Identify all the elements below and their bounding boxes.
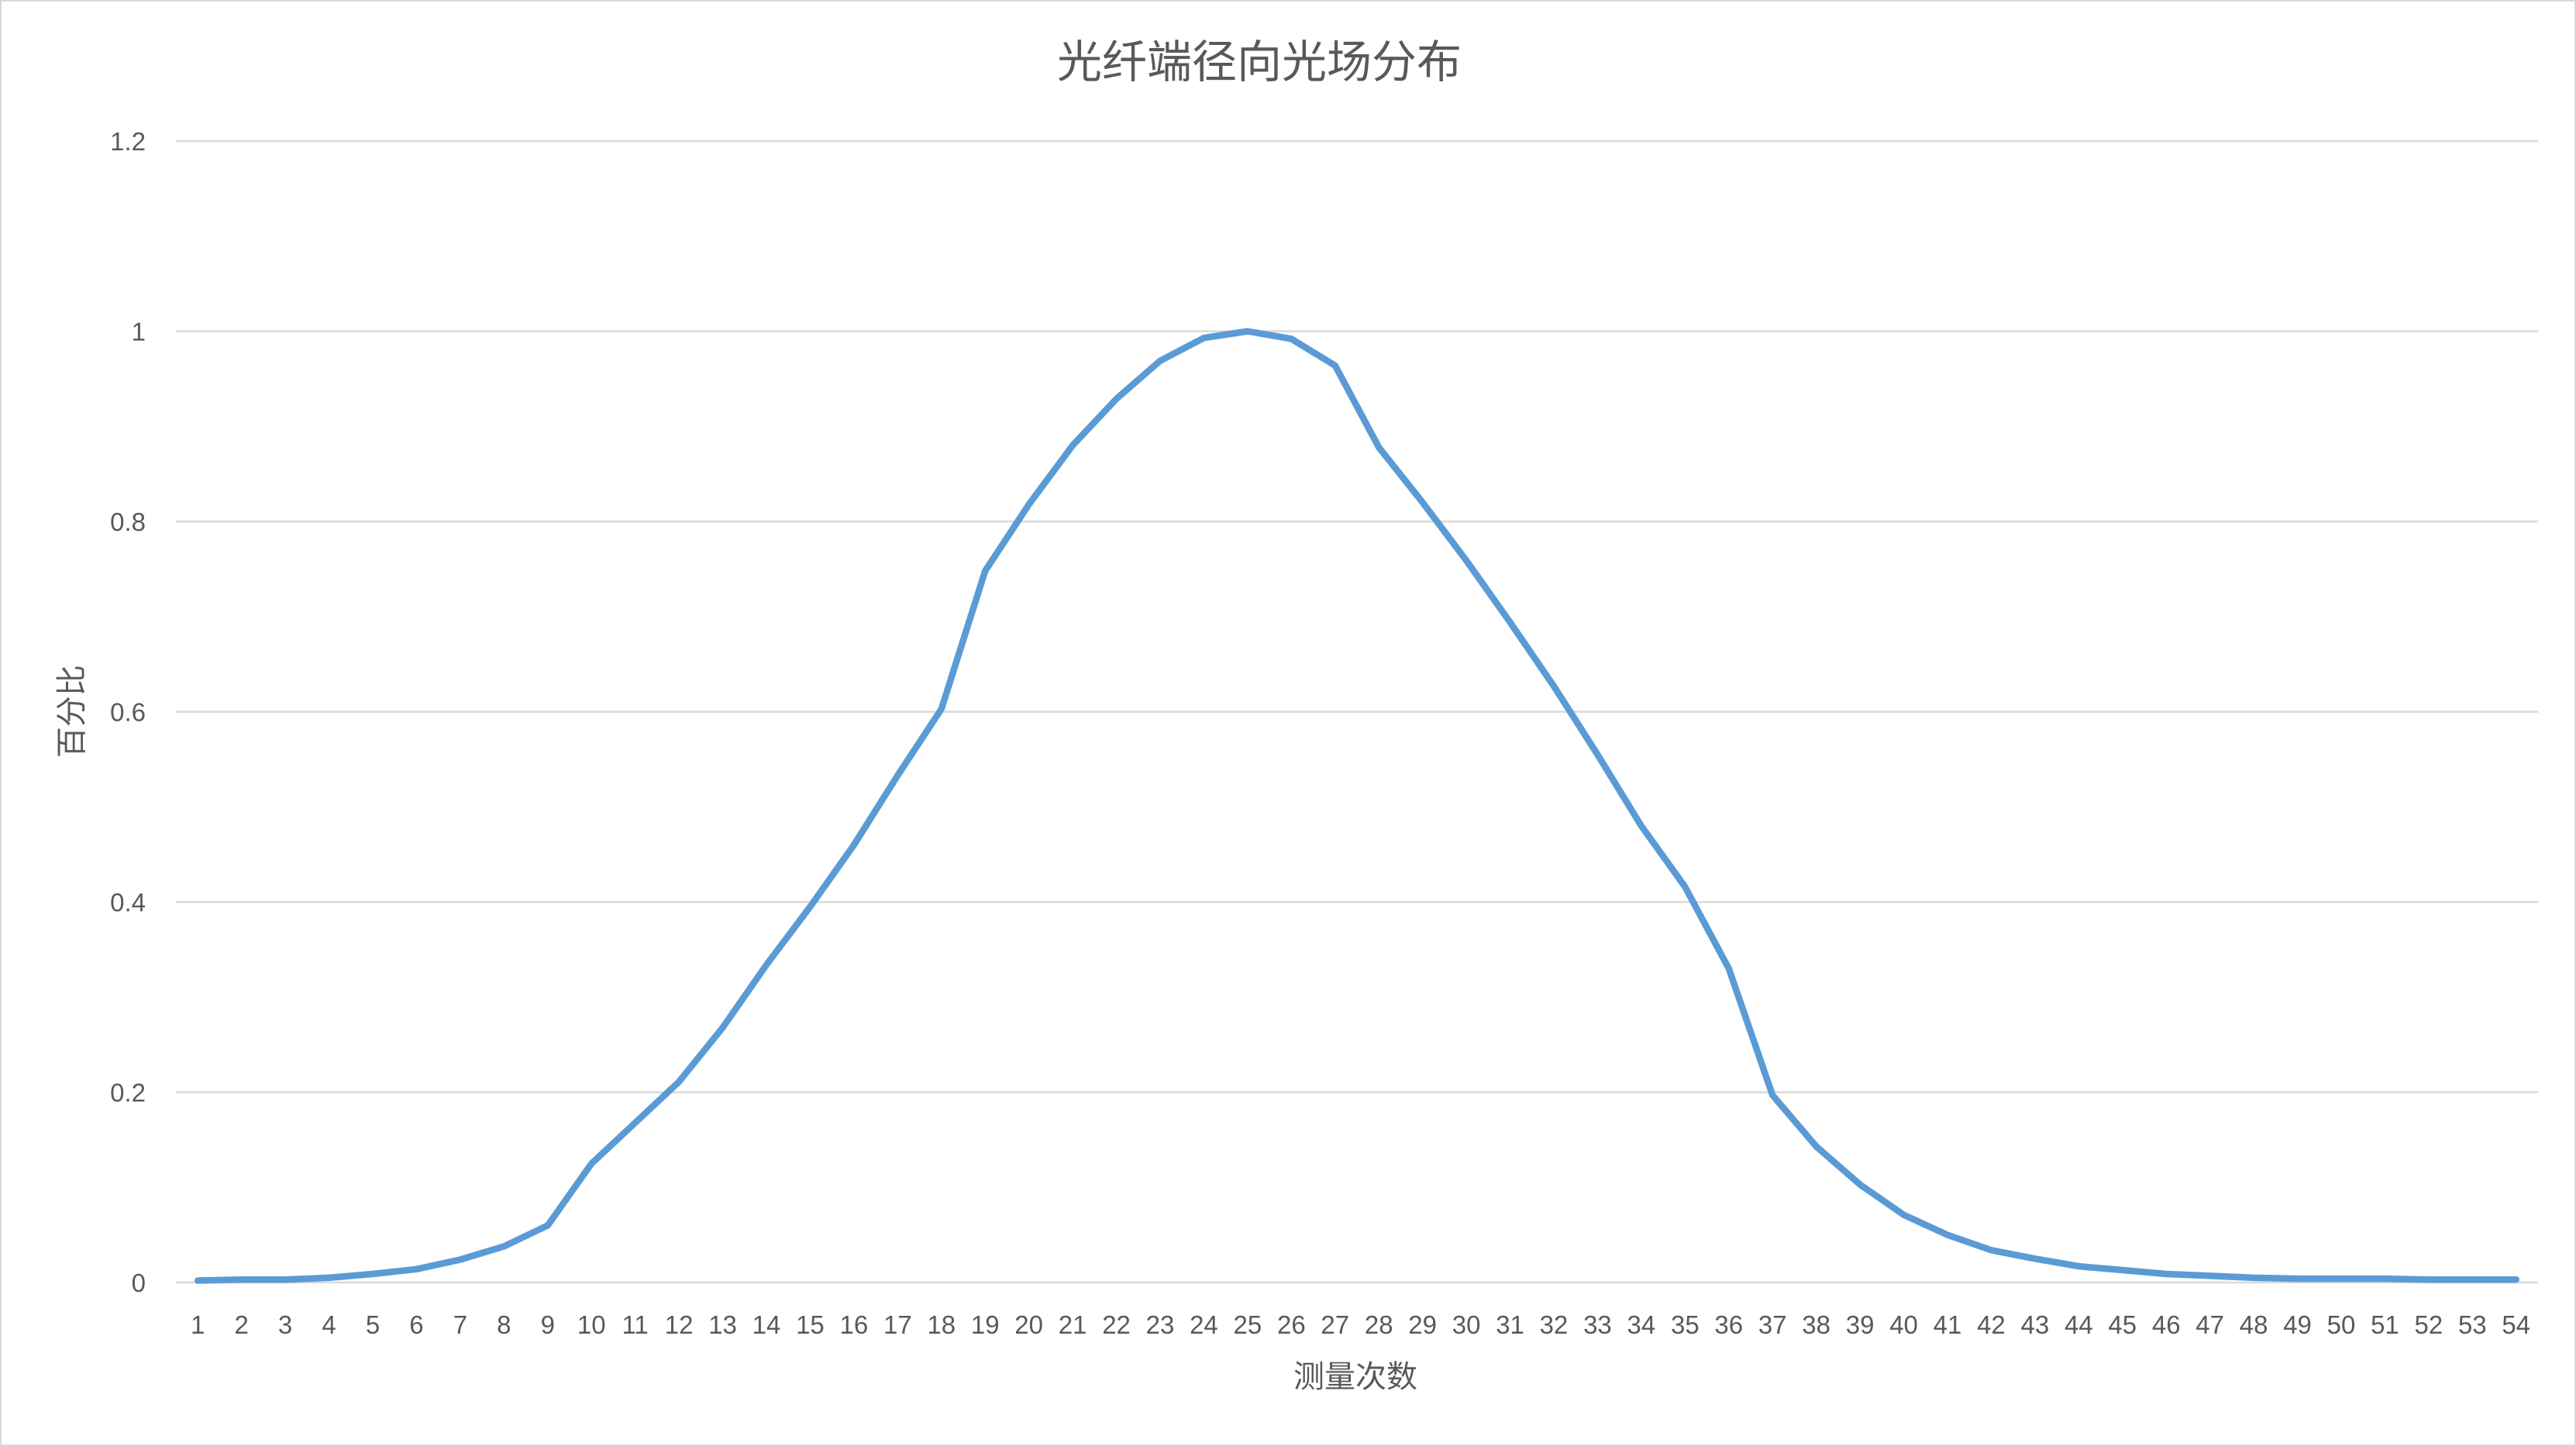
y-tick-label: 0.2 (110, 1079, 146, 1107)
x-tick-label: 42 (1977, 1310, 2006, 1339)
gridlines (176, 139, 2538, 1284)
x-tick-label: 51 (2371, 1310, 2399, 1339)
x-tick-label: 29 (1408, 1310, 1437, 1339)
x-tick-label: 19 (971, 1310, 1000, 1339)
chart-title: 光纤端径向光场分布 (1057, 36, 1462, 88)
x-tick-label: 38 (1802, 1310, 1830, 1339)
x-tick-label: 46 (2152, 1310, 2181, 1339)
x-tick-label: 6 (409, 1310, 423, 1339)
x-tick-label: 35 (1671, 1310, 1700, 1339)
x-tick-label: 28 (1365, 1310, 1393, 1339)
x-tick-label: 12 (665, 1310, 694, 1339)
x-tick-label: 27 (1321, 1310, 1349, 1339)
series-line (194, 328, 2520, 1284)
x-tick-label: 52 (2415, 1310, 2443, 1339)
x-tick-label: 44 (2065, 1310, 2093, 1339)
x-tick-label: 43 (2021, 1310, 2050, 1339)
y-tick-label: 0 (132, 1269, 146, 1297)
x-tick-label: 7 (453, 1310, 467, 1339)
x-tick-label: 13 (708, 1310, 737, 1339)
x-tick-label: 32 (1540, 1310, 1569, 1339)
y-tick-label: 0.6 (110, 698, 146, 727)
y-tick-label: 1.2 (110, 127, 146, 156)
x-tick-label: 3 (278, 1310, 292, 1339)
y-axis-title: 百分比 (54, 665, 90, 758)
x-tick-label: 36 (1714, 1310, 1743, 1339)
x-tick-label: 41 (1934, 1310, 1962, 1339)
x-tick-label: 25 (1234, 1310, 1262, 1339)
x-tick-label: 24 (1190, 1310, 1218, 1339)
series-lines (194, 328, 2520, 1284)
x-tick-label: 22 (1102, 1310, 1131, 1339)
x-tick-label: 40 (1889, 1310, 1918, 1339)
x-tick-label: 45 (2108, 1310, 2137, 1339)
x-tick-label: 39 (1846, 1310, 1875, 1339)
x-tick-label: 37 (1758, 1310, 1787, 1339)
x-tick-label: 18 (927, 1310, 956, 1339)
y-tick-label: 0.8 (110, 508, 146, 536)
x-tick-label: 49 (2283, 1310, 2312, 1339)
x-tick-label: 20 (1014, 1310, 1043, 1339)
y-tick-label: 1 (132, 318, 146, 346)
x-tick-label: 8 (497, 1310, 511, 1339)
x-tick-label: 34 (1627, 1310, 1656, 1339)
y-axis-tick-labels: 0 0.2 0.4 0.6 0.8 1 1.2 (110, 127, 146, 1297)
x-tick-label: 9 (541, 1310, 555, 1339)
y-tick-label: 0.4 (110, 888, 146, 917)
x-tick-label: 54 (2502, 1310, 2530, 1339)
x-tick-label: 15 (796, 1310, 825, 1339)
x-tick-label: 10 (577, 1310, 606, 1339)
x-tick-label: 5 (366, 1310, 380, 1339)
x-tick-label: 23 (1146, 1310, 1175, 1339)
x-tick-label: 50 (2327, 1310, 2356, 1339)
x-tick-label: 14 (752, 1310, 781, 1339)
x-axis-title: 测量次数 (1293, 1359, 1417, 1395)
x-tick-label: 17 (883, 1310, 912, 1339)
x-tick-label: 1 (191, 1310, 205, 1339)
x-tick-label: 26 (1277, 1310, 1306, 1339)
x-tick-label: 53 (2458, 1310, 2487, 1339)
x-tick-label: 30 (1452, 1310, 1481, 1339)
x-tick-label: 47 (2195, 1310, 2224, 1339)
x-tick-label: 21 (1059, 1310, 1087, 1339)
x-tick-label: 4 (322, 1310, 336, 1339)
x-tick-label: 2 (234, 1310, 248, 1339)
x-tick-label: 48 (2240, 1310, 2268, 1339)
x-tick-label: 31 (1496, 1310, 1524, 1339)
x-axis-tick-labels: 1 2 3 4 5 6 7 8 9 10 11 12 13 14 15 16 17 18 19 20 21 22 23 24 2… (191, 1310, 2530, 1339)
x-tick-label: 16 (840, 1310, 869, 1339)
x-tick-label: 33 (1583, 1310, 1612, 1339)
x-tick-label: 11 (622, 1310, 649, 1339)
